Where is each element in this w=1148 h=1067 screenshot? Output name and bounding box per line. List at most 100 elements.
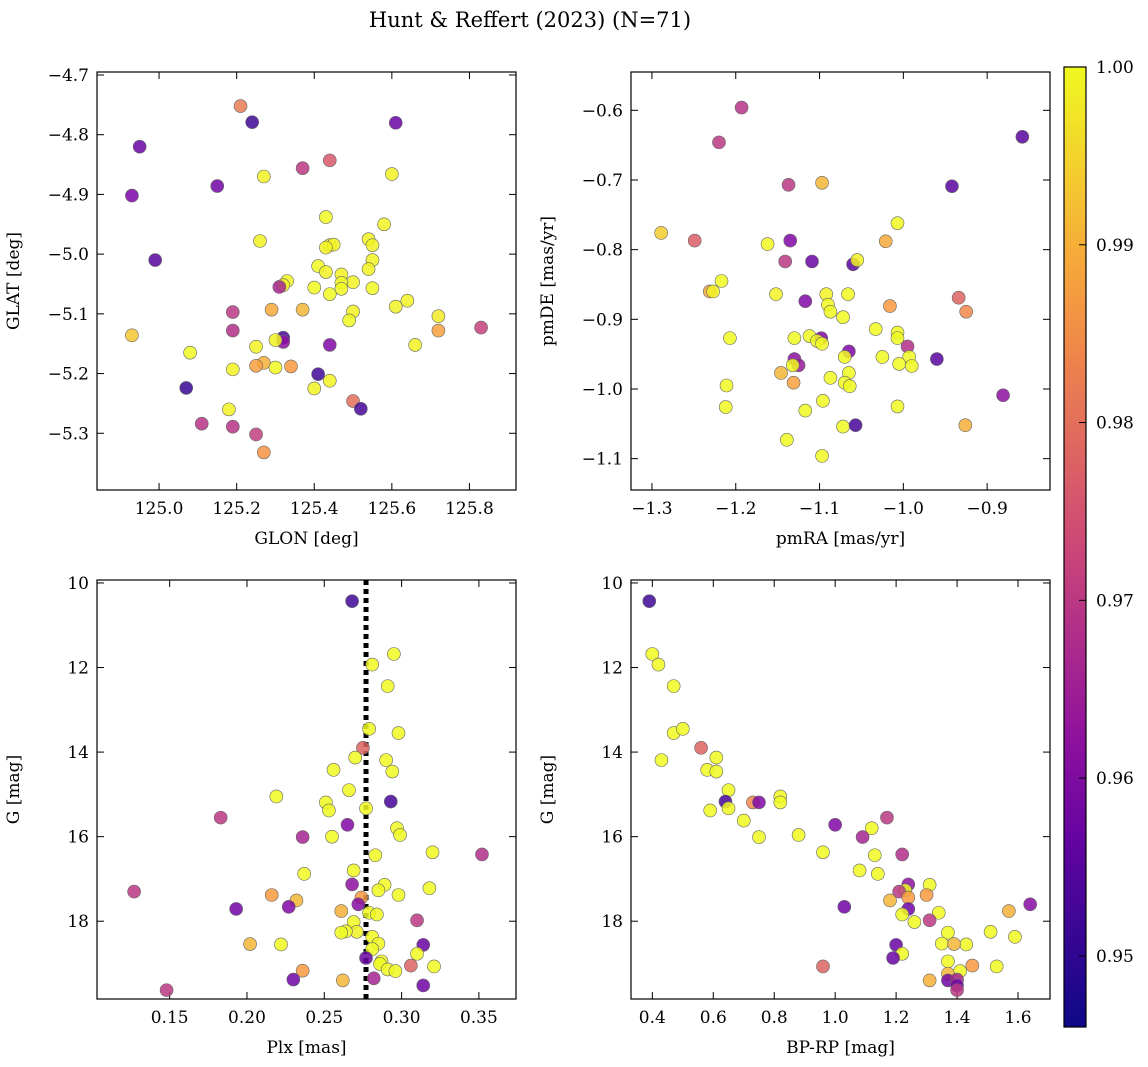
data-point [983, 924, 998, 939]
data-point [377, 217, 391, 232]
data-point [950, 983, 964, 997]
data-point [345, 594, 359, 608]
data-point [385, 764, 400, 779]
data-point [295, 302, 310, 317]
data-point [249, 358, 263, 373]
data-point [871, 867, 885, 881]
data-point [356, 741, 370, 755]
data-point [416, 978, 431, 993]
data-point [383, 794, 398, 809]
data-point [719, 378, 734, 393]
data-point [721, 783, 736, 797]
data-point [322, 338, 337, 352]
data-point [852, 863, 867, 878]
panel-2: −1.3 −1.2 −1.1 −1.0 −0.9 −1.1 −1.0 −0.9 −0.8 −0.7… [538, 71, 1051, 549]
data-point [148, 253, 162, 267]
data-point [868, 322, 883, 336]
data-point [474, 320, 488, 335]
data-point [365, 238, 380, 252]
data-point [340, 818, 355, 832]
data-point [883, 893, 897, 908]
y-axis-label: G [mag] [4, 755, 24, 824]
y-tick-label: −5.2 [48, 365, 89, 385]
colorbar: 0.95 0.96 0.97 0.98 0.99 1.00 [1063, 58, 1134, 1028]
data-point [225, 419, 240, 434]
data-point [703, 803, 718, 818]
data-point [654, 226, 668, 240]
x-tick-label: 0.4 [639, 1008, 666, 1028]
data-point [387, 647, 401, 661]
data-point [404, 958, 418, 973]
plot-frame [96, 71, 517, 491]
data-point [836, 310, 850, 325]
data-point [326, 763, 341, 777]
data-point [225, 305, 240, 319]
data-point [388, 299, 403, 314]
data-point [1002, 904, 1016, 918]
data-point [127, 884, 141, 899]
y-tick-label: −0.6 [582, 101, 623, 121]
y-tick-label: 10 [601, 574, 623, 594]
y-tick-label: 16 [67, 828, 89, 848]
data-point [431, 309, 446, 324]
data-point [785, 358, 800, 373]
y-tick-label: −0.7 [582, 171, 623, 191]
data-point [815, 175, 829, 190]
y-tick-label: −5.1 [48, 305, 89, 325]
data-point [773, 795, 788, 810]
data-point [945, 179, 959, 194]
y-tick-label: −0.8 [582, 241, 623, 261]
y-tick-label: 14 [601, 743, 623, 763]
y-tick-label: −1.0 [582, 380, 623, 400]
data-point [901, 890, 916, 905]
y-tick-label: 12 [601, 659, 623, 679]
x-tick-label: 0.35 [460, 1008, 498, 1028]
data-point [721, 801, 736, 816]
data-point [805, 254, 819, 269]
y-tick-label: −1.1 [582, 450, 623, 470]
colorbar-bar [1063, 66, 1087, 1028]
data-point [931, 905, 946, 920]
data-point [714, 274, 729, 288]
data-point [878, 234, 893, 249]
data-point [823, 304, 838, 319]
data-point [666, 679, 681, 693]
colorbar-tick-label: 0.97 [1096, 591, 1134, 611]
data-point [904, 359, 919, 373]
data-point [841, 287, 855, 302]
data-point [941, 954, 955, 969]
y-tick-label: −0.9 [582, 310, 623, 330]
data-point [319, 210, 333, 224]
data-point [848, 418, 863, 433]
x-tick-label: 1.6 [1004, 1008, 1031, 1028]
data-point [890, 399, 905, 414]
data-point [890, 216, 905, 230]
data-point [867, 848, 882, 863]
data-point [322, 373, 337, 388]
data-point [947, 937, 961, 951]
data-point [959, 304, 974, 319]
data-point [815, 449, 829, 463]
x-tick-label: −1.0 [883, 499, 924, 519]
data-point [213, 810, 228, 825]
data-point [286, 972, 301, 987]
data-point [295, 963, 310, 978]
data-point [842, 379, 857, 393]
data-point [895, 907, 910, 922]
data-point [687, 233, 702, 248]
data-point [225, 323, 240, 338]
x-axis-label: GLON [deg] [254, 529, 358, 549]
data-point [1023, 897, 1037, 912]
data-point [380, 679, 395, 693]
data-point [935, 936, 949, 951]
data-point [422, 881, 437, 896]
data-point [385, 167, 399, 181]
data-point [781, 178, 796, 192]
data-point [210, 179, 225, 193]
colorbar-tick-label: 0.96 [1096, 769, 1134, 789]
data-point [345, 877, 359, 892]
data-point [941, 925, 955, 940]
data-point [391, 888, 406, 902]
data-point [268, 360, 283, 375]
y-tick-label: 10 [67, 574, 89, 594]
